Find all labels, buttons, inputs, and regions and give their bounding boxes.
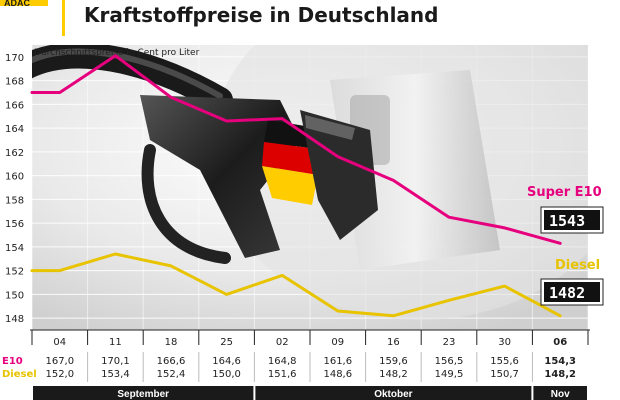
y-tick-label: 158 bbox=[5, 195, 24, 206]
header-background bbox=[0, 0, 620, 38]
month-label: Oktober bbox=[374, 389, 412, 400]
table-cell: 164,6 bbox=[212, 356, 241, 367]
y-axis-ticks: 148 150 152 154 156 158 160 162 164 166 168 170 bbox=[5, 53, 24, 325]
chart-subtitle: Durchschnittspreise in Cent pro Liter bbox=[34, 48, 200, 58]
month-band bbox=[533, 386, 587, 400]
lcd-display bbox=[544, 210, 600, 230]
month-label: Nov bbox=[551, 389, 570, 400]
x-tick-label: 11 bbox=[109, 337, 122, 348]
y-tick-label: 162 bbox=[5, 148, 24, 159]
table-cell: 154,3 bbox=[544, 356, 576, 367]
header: ADAC Kraftstoffpreise in Deutschland bbox=[0, 0, 620, 38]
y-tick-label: 150 bbox=[5, 290, 24, 301]
table-cell: 164,8 bbox=[268, 356, 297, 367]
y-tick-label: 152 bbox=[5, 267, 24, 278]
adac-logo bbox=[0, 0, 48, 6]
month-band bbox=[255, 386, 532, 400]
y-tick-label: 168 bbox=[5, 77, 24, 88]
table-cell: 170,1 bbox=[101, 356, 130, 367]
header-accent-bar bbox=[62, 0, 65, 36]
table-row-label-diesel: Diesel bbox=[2, 369, 37, 380]
lcd-price-text: 1543 bbox=[549, 212, 585, 230]
x-axis: 04 11 18 25 02 09 16 23 30 06 bbox=[30, 329, 590, 348]
month-bar: September Oktober Nov bbox=[33, 386, 587, 400]
y-tick-label: 160 bbox=[5, 172, 24, 183]
table-cell: 148,6 bbox=[323, 369, 352, 380]
table-cell: 148,2 bbox=[379, 369, 408, 380]
table-cell: 159,6 bbox=[379, 356, 408, 367]
table-cell: 151,6 bbox=[268, 369, 297, 380]
table-cell: 148,2 bbox=[544, 369, 576, 380]
table-cell: 150,0 bbox=[212, 369, 241, 380]
lcd-display bbox=[544, 282, 600, 302]
adac-logo-text: ADAC bbox=[4, 0, 30, 8]
series-line-e10 bbox=[30, 54, 562, 245]
table-cell: 167,0 bbox=[45, 356, 74, 367]
lcd-price-text: 1482 bbox=[549, 284, 585, 302]
y-tick-label: 148 bbox=[5, 314, 24, 325]
legend-entry-diesel: Diesel bbox=[555, 258, 600, 273]
y-tick-label: 164 bbox=[5, 124, 24, 135]
x-tick-label: 04 bbox=[53, 337, 66, 348]
table-cell: 156,5 bbox=[435, 356, 464, 367]
x-tick-label: 16 bbox=[387, 337, 400, 348]
flag-gold bbox=[262, 166, 318, 205]
legend-entry-e10: Super E10 bbox=[527, 185, 602, 200]
series-lines bbox=[30, 54, 562, 318]
table-row-label-e10: E10 bbox=[2, 356, 23, 367]
hose-highlight-shape bbox=[32, 48, 223, 99]
nozzle-handle-shape bbox=[140, 95, 300, 258]
x-tick-label: 02 bbox=[276, 337, 289, 348]
y-tick-label: 170 bbox=[5, 53, 24, 64]
x-tick-label: 06 bbox=[553, 337, 567, 348]
x-tick-label: 25 bbox=[220, 337, 233, 348]
x-tick-label: 30 bbox=[498, 337, 511, 348]
spout-highlight-shape bbox=[305, 115, 355, 140]
legends: Super E10 1543 Diesel 1482 bbox=[527, 185, 604, 306]
month-label: September bbox=[117, 389, 169, 400]
x-tick-label: 18 bbox=[165, 337, 178, 348]
x-tick-label: 09 bbox=[331, 337, 344, 348]
x-tick-label: 23 bbox=[443, 337, 456, 348]
table-cell: 150,7 bbox=[490, 369, 519, 380]
month-band bbox=[33, 386, 254, 400]
value-table: E10 167,0 170,1 166,6 164,6 164,8 161,6 159,6 15… bbox=[2, 352, 576, 382]
table-cell: 152,4 bbox=[157, 369, 186, 380]
table-cell: 152,0 bbox=[45, 369, 74, 380]
table-cell: 155,6 bbox=[490, 356, 519, 367]
series-line-diesel bbox=[30, 252, 562, 318]
table-cell: 149,5 bbox=[435, 369, 464, 380]
y-tick-label: 166 bbox=[5, 100, 24, 111]
y-tick-label: 156 bbox=[5, 219, 24, 230]
table-cell: 166,6 bbox=[157, 356, 186, 367]
table-cell: 161,6 bbox=[323, 356, 352, 367]
page-title: Kraftstoffpreise in Deutschland bbox=[84, 3, 438, 27]
trigger-guard-shape bbox=[141, 144, 231, 264]
y-tick-label: 154 bbox=[5, 243, 24, 254]
table-cell: 153,4 bbox=[101, 369, 130, 380]
